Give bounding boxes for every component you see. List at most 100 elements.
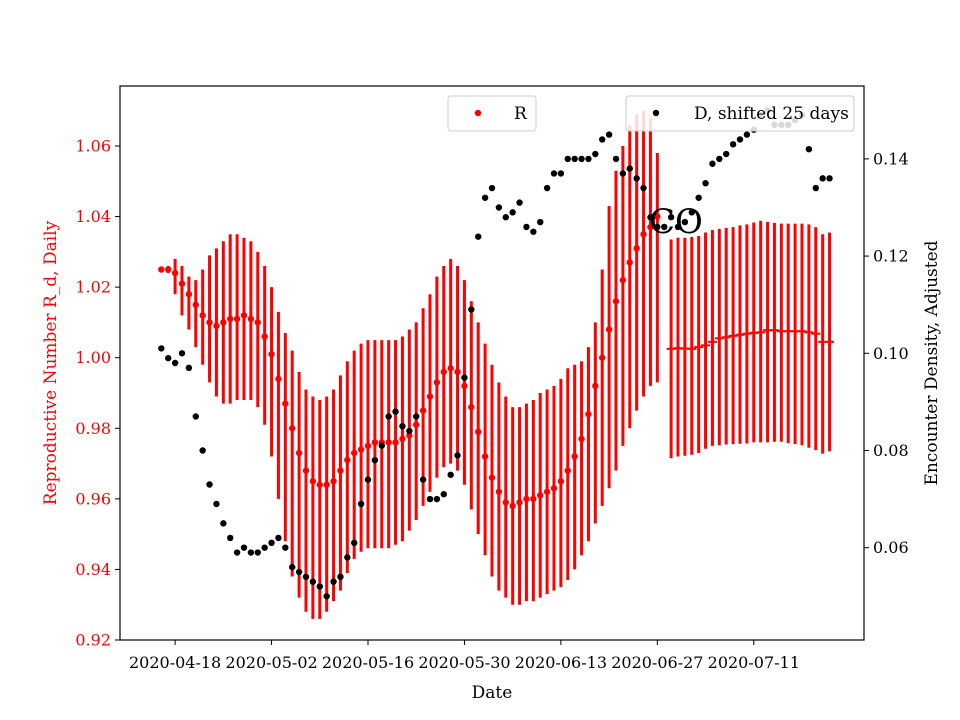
d-point	[268, 539, 275, 547]
d-point	[419, 476, 427, 483]
d-point	[289, 563, 296, 571]
r-point	[543, 488, 551, 495]
r-point	[585, 410, 592, 418]
r-point	[192, 301, 199, 308]
r-point	[502, 499, 509, 506]
d-point	[654, 223, 661, 231]
r-point	[240, 312, 248, 319]
y-left-tick-label: 1.06	[75, 136, 111, 155]
d-point	[543, 184, 551, 192]
d-point	[185, 364, 193, 372]
legend-r-frame	[447, 95, 537, 132]
d-point	[171, 359, 179, 367]
d-point	[206, 481, 213, 488]
d-point	[612, 155, 620, 163]
d-point	[440, 491, 447, 498]
d-point	[392, 408, 399, 415]
d-point	[812, 184, 819, 192]
d-point	[585, 155, 592, 163]
d-point	[592, 150, 599, 158]
d-point	[695, 194, 702, 201]
d-point	[702, 179, 709, 187]
r-point	[599, 354, 606, 361]
r-point	[626, 259, 633, 266]
d-point	[309, 578, 317, 585]
d-point	[344, 554, 351, 561]
r-point	[454, 368, 461, 376]
r-point	[516, 499, 523, 506]
d-point	[537, 218, 544, 226]
r-point	[227, 315, 234, 323]
d-point	[468, 306, 475, 313]
x-tick-label: 2020-05-02	[225, 653, 317, 672]
r-point	[158, 266, 165, 273]
d-point	[640, 184, 647, 192]
d-point	[571, 155, 578, 163]
d-point	[406, 427, 413, 435]
y-left-tick-label: 1.00	[75, 348, 111, 367]
d-point	[633, 175, 640, 182]
d-point	[605, 131, 613, 138]
r-point	[392, 439, 399, 446]
d-point	[674, 223, 682, 231]
legend-r-marker	[474, 109, 482, 117]
y-left-tick-label: 1.04	[75, 207, 111, 226]
r-point	[571, 453, 578, 460]
r-point	[289, 425, 296, 432]
d-point	[481, 194, 489, 201]
d-point	[805, 145, 813, 153]
r-point	[475, 428, 482, 436]
r-point	[440, 368, 447, 376]
r-point	[433, 379, 441, 386]
d-point	[647, 214, 654, 221]
d-point	[254, 549, 261, 556]
d-point	[681, 218, 689, 226]
d-point	[564, 155, 571, 163]
x-tick-label: 2020-07-11	[708, 653, 800, 672]
d-point	[743, 131, 751, 138]
d-point	[495, 204, 503, 211]
r-point	[592, 382, 599, 390]
r-point	[199, 312, 206, 319]
r-point	[413, 421, 420, 428]
r-point	[316, 481, 323, 488]
d-point	[275, 534, 282, 542]
r-point	[282, 400, 289, 407]
r-point	[247, 315, 255, 323]
r-point	[557, 478, 565, 485]
r-point	[447, 365, 454, 372]
r-point	[537, 492, 544, 499]
co-annotation: CO	[649, 202, 703, 242]
r-point	[165, 266, 172, 273]
d-point	[337, 573, 344, 581]
d-point	[302, 573, 310, 581]
d-point	[709, 160, 716, 167]
r-point	[612, 298, 620, 305]
r-point	[330, 478, 337, 485]
d-point	[716, 155, 723, 163]
r-point	[633, 245, 640, 252]
d-point	[523, 223, 530, 231]
d-point	[736, 136, 744, 143]
x-axis: 2020-04-18 2020-05-02 2020-05-16 2020-05-30…	[129, 640, 800, 672]
r-point	[344, 456, 351, 464]
legend-r-label: R	[514, 104, 528, 124]
d-point	[199, 447, 206, 454]
y-axis-right: 0.06 0.08 0.10 0.12 0.14	[864, 149, 909, 557]
d-point	[447, 471, 454, 478]
d-point	[667, 214, 675, 221]
r-point	[605, 326, 613, 333]
r-point	[578, 435, 585, 443]
d-point	[723, 150, 730, 158]
r-point	[371, 439, 379, 446]
d-point	[454, 452, 461, 459]
legend-d-frame	[625, 95, 855, 132]
d-point	[599, 136, 606, 143]
r-point	[385, 439, 392, 446]
d-point	[399, 422, 406, 430]
d-point	[688, 209, 695, 216]
r-point	[619, 276, 627, 284]
y-right-tick-label: 0.08	[873, 441, 909, 460]
r-point	[564, 467, 571, 474]
x-tick-label: 2020-06-13	[515, 653, 607, 672]
